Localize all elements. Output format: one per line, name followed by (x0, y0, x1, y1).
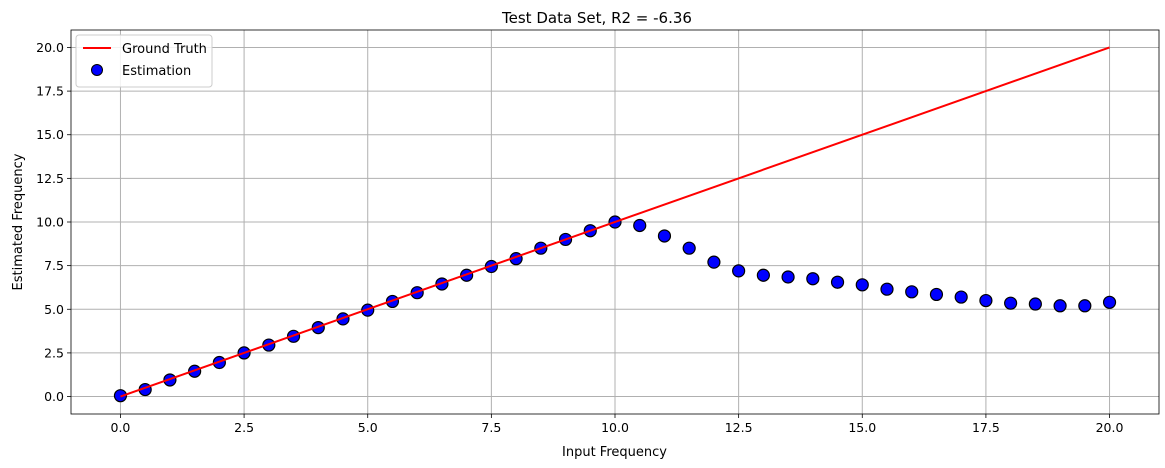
x-tick-label: 7.5 (481, 420, 501, 435)
chart-title: Test Data Set, R2 = -6.36 (501, 9, 692, 27)
y-tick-label: 20.0 (36, 40, 64, 55)
x-tick-label: 20.0 (1096, 420, 1124, 435)
y-tick-label: 10.0 (36, 215, 64, 230)
x-tick-label: 15.0 (848, 420, 876, 435)
estimation-point (1053, 299, 1067, 313)
legend-marker-estimation (91, 64, 103, 76)
legend-label-estimation: Estimation (122, 64, 191, 79)
estimation-point (954, 290, 968, 304)
estimation-point (1028, 297, 1042, 311)
y-axis-label: Estimated Frequency (11, 153, 26, 290)
ground-truth-line (120, 46, 1110, 398)
x-tick-label: 12.5 (725, 420, 753, 435)
estimation-point (806, 272, 820, 286)
estimation-point (979, 293, 993, 308)
x-tick-label: 0.0 (111, 420, 131, 435)
estimation-point (1078, 299, 1092, 313)
plot-frame (70, 29, 1160, 415)
estimation-point (682, 241, 696, 255)
ticks: 0.0 2.5 5.0 7.5 10.0 12.5 15.0 17.5 20.0 0.0 2.5 5.… (36, 40, 1123, 435)
y-tick-label: 12.5 (36, 171, 64, 186)
estimation-point (1102, 295, 1117, 309)
y-tick-label: 7.5 (44, 258, 64, 273)
estimation-point (830, 275, 845, 289)
series-layer (113, 46, 1117, 403)
estimation-point (905, 285, 919, 299)
estimation-point (633, 218, 647, 233)
estimation-point (929, 287, 944, 302)
y-tick-label: 15.0 (36, 127, 64, 142)
x-axis-label: Input Frequency (562, 445, 667, 460)
x-tick-label: 5.0 (358, 420, 378, 435)
y-tick-label: 17.5 (36, 84, 64, 99)
x-tick-label: 2.5 (234, 420, 254, 435)
legend: Ground Truth Estimation (75, 34, 213, 88)
estimation-point (781, 270, 795, 284)
y-tick-label: 5.0 (44, 302, 64, 317)
x-tick-label: 10.0 (601, 420, 629, 435)
x-tick-label: 17.5 (972, 420, 1000, 435)
estimation-point (756, 268, 770, 282)
estimation-point (880, 282, 894, 296)
legend-label-ground-truth: Ground Truth (122, 42, 207, 57)
estimation-point (657, 229, 672, 243)
estimation-point (855, 278, 869, 292)
y-tick-label: 0.0 (44, 389, 64, 404)
y-tick-label: 2.5 (44, 345, 64, 360)
estimation-point (1004, 296, 1018, 310)
estimation-point (707, 255, 721, 269)
estimation-point (732, 264, 746, 278)
